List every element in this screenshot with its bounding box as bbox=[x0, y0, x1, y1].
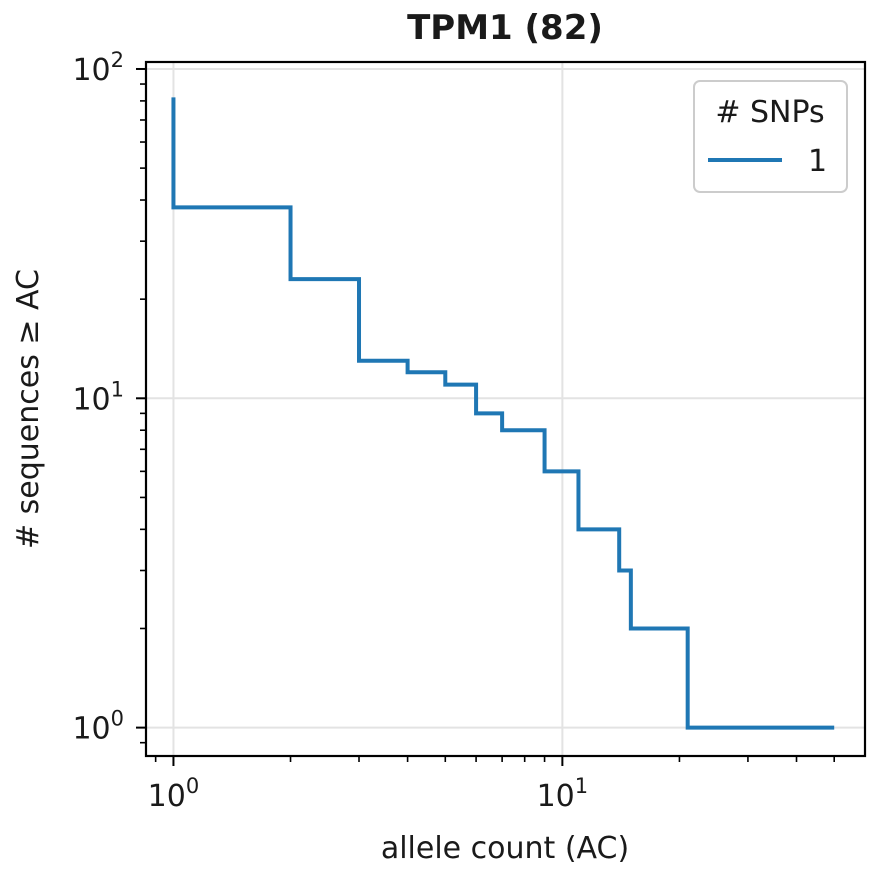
chart-title: TPM1 (82) bbox=[407, 8, 603, 48]
x-tick-label: 100 bbox=[148, 774, 200, 814]
y-axis: 100 101 102 bbox=[72, 48, 146, 747]
y-tick-label: 102 bbox=[72, 48, 124, 88]
legend: # SNPs 1 bbox=[693, 80, 848, 193]
x-tick-label: 101 bbox=[537, 774, 589, 814]
series-layer bbox=[171, 97, 835, 730]
x-axis-label: allele count (AC) bbox=[381, 831, 629, 866]
y-axis-label: # sequences ≥ AC bbox=[11, 269, 46, 549]
legend-title: # SNPs bbox=[715, 95, 824, 130]
legend-box bbox=[693, 80, 848, 193]
y-tick-label: 100 bbox=[72, 707, 124, 747]
legend-series-label: 1 bbox=[808, 144, 827, 179]
y-tick-label: 101 bbox=[72, 377, 124, 417]
plot-frame bbox=[144, 60, 867, 758]
x-axis: 100 101 bbox=[148, 756, 836, 814]
series-line-1 bbox=[171, 97, 835, 730]
